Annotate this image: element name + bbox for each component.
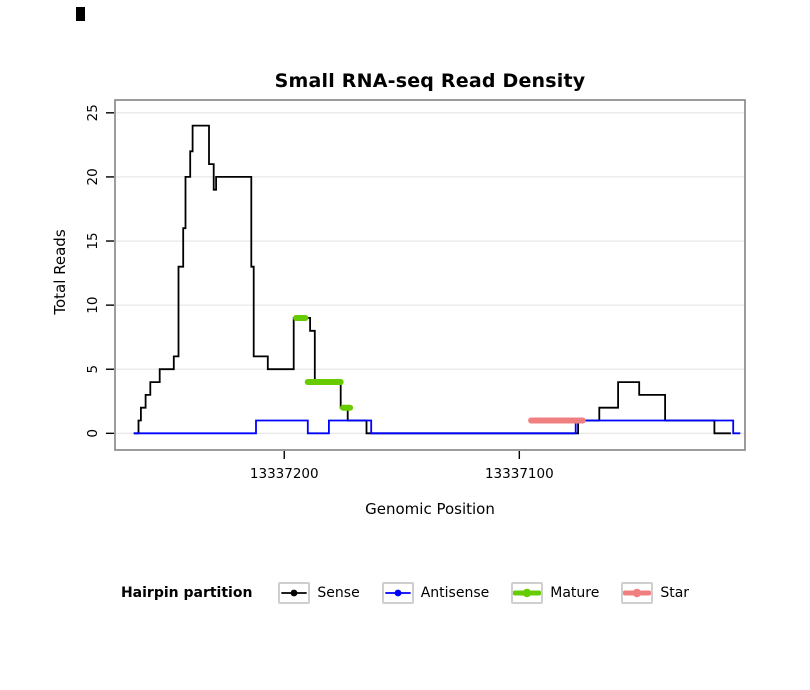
y-tick-label: 25	[85, 104, 101, 121]
y-tick-label: 0	[85, 429, 101, 438]
y-tick-label: 5	[85, 365, 101, 374]
y-tick-label: 15	[85, 232, 101, 249]
legend-label-antisense: Antisense	[420, 585, 490, 601]
panel-border	[114, 99, 746, 451]
y-tick-label: 10	[85, 297, 101, 314]
antisense-key-icon	[381, 582, 414, 604]
chart-title: Small RNA-seq Read Density	[274, 70, 586, 92]
legend-label-star: Star	[660, 585, 690, 601]
legend-label-sense: Sense	[317, 585, 360, 601]
mature-key-icon	[511, 582, 544, 604]
legend-item-mature: Mature	[511, 582, 599, 604]
y-tick-label: 20	[85, 168, 101, 185]
legend-item-star: Star	[621, 582, 689, 604]
x-tick-label: 13337200	[250, 466, 319, 482]
legend-title: Hairpin partition	[120, 585, 253, 601]
x-tick-label: 13337100	[485, 466, 554, 482]
stray-mark	[76, 7, 85, 21]
legend-item-sense: Sense	[278, 582, 360, 604]
legend-label-mature: Mature	[550, 585, 600, 601]
axis-layer: 13337200 13337100 0 5 10 15 20 25	[85, 104, 554, 482]
x-axis-label: Genomic Position	[365, 500, 495, 518]
legend: Hairpin partition Sense Antisense	[0, 582, 810, 604]
sense-key-icon	[278, 582, 311, 604]
series-layer	[133, 124, 741, 435]
series-sense-path	[133, 124, 731, 435]
plot-area: 13337200 13337100 0 5 10 15 20 25	[85, 99, 746, 482]
star-key-icon	[621, 582, 654, 604]
series-antisense-path	[133, 419, 741, 435]
legend-item-antisense: Antisense	[381, 582, 490, 604]
